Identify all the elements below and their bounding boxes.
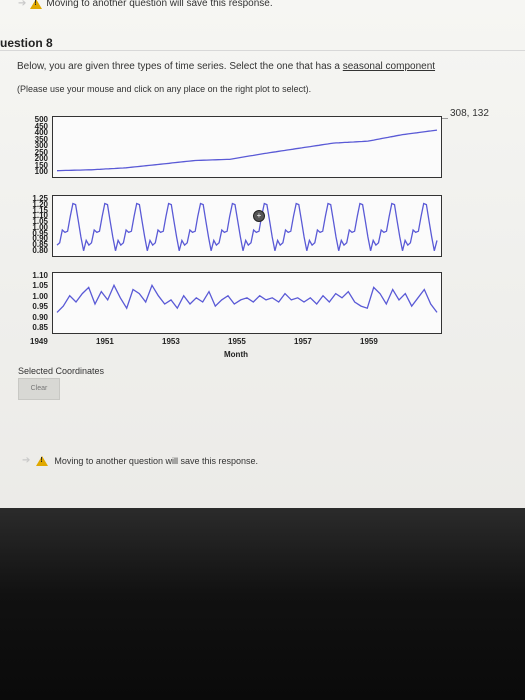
y-tick-label: 0.95 bbox=[32, 228, 48, 238]
irregular-series-line bbox=[56, 283, 438, 313]
y-tick-label: 1.05 bbox=[32, 281, 48, 291]
question-prompt: Below, you are given three types of time… bbox=[17, 61, 435, 72]
coords-connector bbox=[442, 118, 448, 119]
warning-icon bbox=[30, 0, 43, 9]
y-tick-label: 0.85 bbox=[32, 323, 48, 332]
y-tick-label: 0.85 bbox=[32, 240, 48, 250]
y-tick-label: 1.00 bbox=[32, 222, 48, 232]
question-title: uestion 8 bbox=[0, 36, 53, 50]
arrow-icon: ➔ bbox=[22, 455, 31, 466]
top-save-notice: ➔ Moving to another question will save t… bbox=[18, 0, 273, 9]
y-tick-label: 500 bbox=[34, 115, 48, 124]
x-axis-label: Month bbox=[224, 350, 248, 359]
y-tick-label: 1.05 bbox=[32, 217, 48, 227]
y-tick-label: 1.10 bbox=[32, 271, 48, 280]
clear-button[interactable]: Clear bbox=[18, 378, 60, 400]
y-tick-label: 1.00 bbox=[32, 291, 48, 301]
y-tick-label: 0.80 bbox=[32, 246, 48, 255]
y-tick-label: 0.90 bbox=[32, 312, 48, 322]
y-tick-label: 100 bbox=[34, 167, 48, 176]
x-tick-label: 1957 bbox=[294, 337, 312, 346]
monitor-bezel bbox=[0, 508, 525, 700]
divider bbox=[0, 50, 525, 51]
seasonal-series-line bbox=[56, 202, 438, 251]
y-tick-label: 350 bbox=[34, 134, 48, 144]
selected-coordinates-label: Selected Coordinates bbox=[18, 366, 105, 376]
coordinates-readout: 308, 132 bbox=[450, 108, 489, 119]
x-tick-label: 1955 bbox=[228, 337, 246, 346]
instruction-hint: (Please use your mouse and click on any … bbox=[17, 84, 312, 94]
question-prompt-text: Below, you are given three types of time… bbox=[17, 61, 343, 72]
seasonal-plot[interactable] bbox=[52, 195, 442, 257]
y-tick-label: 1.15 bbox=[32, 205, 48, 215]
trend-plot-svg[interactable] bbox=[53, 117, 441, 177]
warning-icon bbox=[36, 455, 49, 466]
y-tick-label: 450 bbox=[34, 121, 48, 131]
bottom-save-notice-text: Moving to another question will save thi… bbox=[54, 455, 259, 466]
y-tick-label: 1.25 bbox=[32, 194, 48, 203]
seasonal-plot-svg[interactable] bbox=[53, 196, 441, 256]
trend-plot[interactable] bbox=[52, 116, 442, 178]
noise-plot[interactable] bbox=[52, 272, 442, 334]
arrow-icon: ➔ bbox=[18, 0, 27, 9]
y-tick-label: 0.95 bbox=[32, 302, 48, 312]
top-save-notice-text: Moving to another question will save thi… bbox=[46, 0, 273, 9]
x-tick-label: 1953 bbox=[162, 337, 180, 346]
y-tick-label: 250 bbox=[34, 147, 48, 157]
y-tick-label: 0.90 bbox=[32, 234, 48, 244]
bottom-save-notice: ➔ Moving to another question will save t… bbox=[22, 455, 258, 466]
trend-series-line bbox=[56, 129, 438, 172]
x-tick-label: 1959 bbox=[360, 337, 378, 346]
seasonal-component-link[interactable]: seasonal component bbox=[342, 61, 436, 72]
y-tick-label: 1.20 bbox=[32, 199, 48, 209]
y-tick-label: 200 bbox=[34, 154, 48, 163]
x-tick-label: 1951 bbox=[96, 337, 114, 346]
y-tick-label: 1.10 bbox=[32, 211, 48, 221]
y-tick-label: 150 bbox=[34, 160, 48, 170]
y-tick-label: 400 bbox=[34, 128, 48, 137]
y-tick-label: 300 bbox=[34, 141, 48, 150]
noise-plot-svg[interactable] bbox=[53, 273, 441, 333]
browser-content: ➔ Moving to another question will save t… bbox=[0, 0, 525, 508]
crosshair-cursor-icon: + bbox=[253, 210, 265, 222]
x-tick-label: 1949 bbox=[30, 337, 48, 346]
